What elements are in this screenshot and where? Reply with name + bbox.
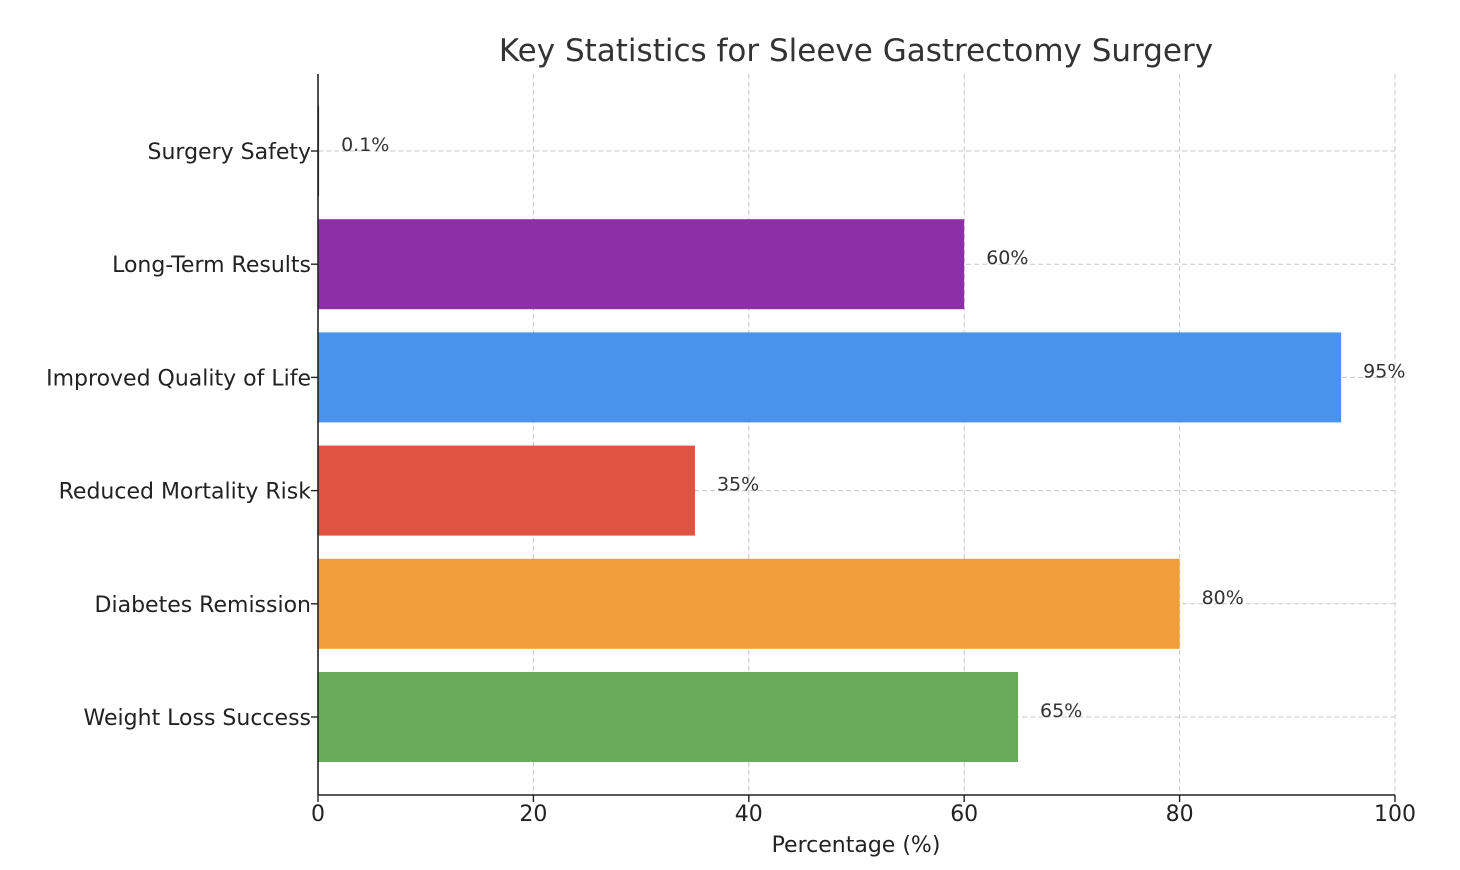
value-label-3: 95% [1363,360,1405,382]
x-axis-label: Percentage (%) [772,833,941,858]
bar-2 [318,445,695,536]
x-tick-label-5: 100 [1374,802,1416,827]
chart-title: Key Statistics for Sleeve Gastrectomy Su… [499,33,1213,69]
category-label-5: Surgery Safety [148,140,312,165]
bar-1 [318,558,1180,649]
category-label-1: Diabetes Remission [95,593,311,618]
category-label-3: Improved Quality of Life [46,366,311,391]
bar-3 [318,332,1342,423]
value-label-1: 80% [1202,587,1244,609]
value-label-4: 60% [986,247,1028,269]
category-label-4: Long-Term Results [112,253,311,278]
labels: 0 20 40 60 80 100 Weight Loss Success Diabetes … [46,134,1416,827]
value-label-0: 65% [1040,700,1082,722]
value-label-2: 35% [717,474,759,496]
category-label-0: Weight Loss Success [84,706,311,731]
x-tick-label-4: 80 [1166,802,1194,827]
bar-4 [318,219,965,310]
axes [311,74,1396,802]
bar-0 [318,672,1019,762]
x-tick-label-1: 20 [519,802,547,827]
x-tick-label-3: 60 [950,802,978,827]
category-label-2: Reduced Mortality Risk [59,480,312,505]
x-tick-label-2: 40 [735,802,763,827]
value-label-5: 0.1% [341,134,389,156]
x-tick-label-0: 0 [311,802,325,827]
bars [318,106,1342,762]
